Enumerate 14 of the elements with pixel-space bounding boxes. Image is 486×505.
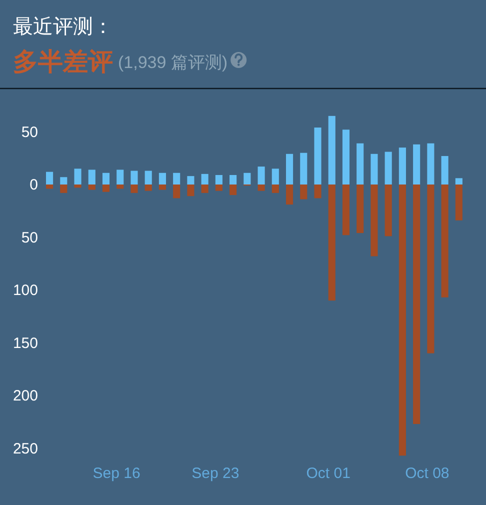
xtick: Sep 23 bbox=[192, 465, 240, 482]
ytick: 200 bbox=[12, 388, 38, 404]
xtick: Oct 01 bbox=[306, 465, 350, 482]
ytick: 0 bbox=[30, 176, 38, 194]
ytick: 150 bbox=[12, 334, 38, 352]
xtick: Sep 16 bbox=[92, 465, 140, 482]
subtitle: 多半差评 bbox=[13, 48, 113, 76]
ytick: 50 bbox=[21, 229, 38, 246]
xtick: Oct 08 bbox=[405, 465, 450, 482]
ytick: 100 bbox=[12, 282, 38, 299]
ytick: 250 bbox=[12, 440, 38, 458]
ytick: 50 bbox=[21, 124, 38, 141]
annotation: (1,939 篇评测) bbox=[118, 53, 228, 72]
title: 最近评测： bbox=[13, 16, 113, 38]
